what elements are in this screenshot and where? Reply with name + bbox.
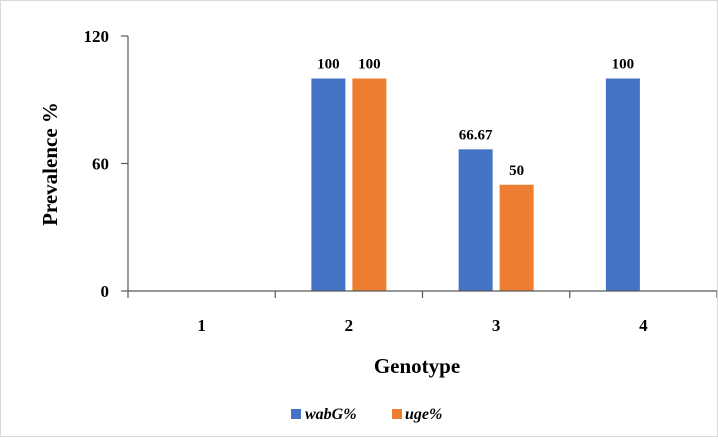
y-axis-ticks: 0 60 120 (84, 27, 128, 301)
x-axis-ticks: 1 2 3 4 (127, 291, 718, 335)
x-tick-label: 1 (197, 316, 206, 335)
x-tick-label: 3 (492, 316, 501, 335)
legend: wabG% uge% (291, 406, 442, 423)
x-axis-title: Genotype (374, 354, 460, 378)
x-tick-label: 2 (345, 316, 354, 335)
data-label: 100 (358, 57, 381, 73)
y-axis-title: Prevalence % (38, 102, 62, 226)
bar-uge-2 (352, 78, 387, 291)
legend-swatch-wabg (291, 409, 301, 419)
x-tick-label: 4 (639, 316, 648, 335)
bar-wabg-2 (311, 78, 346, 291)
y-tick-label: 60 (92, 155, 109, 174)
legend-label-wabg: wabG% (305, 406, 357, 423)
data-labels: 100 66.67 100 100 50 (317, 57, 634, 179)
bars (311, 78, 640, 291)
data-label: 66.67 (459, 127, 493, 143)
bar-wabg-4 (605, 78, 640, 291)
legend-label-uge: uge% (405, 406, 442, 423)
bar-uge-3 (499, 184, 534, 291)
y-tick-label: 120 (84, 27, 110, 46)
data-label: 100 (317, 57, 340, 73)
legend-swatch-uge (392, 409, 402, 419)
y-tick-label: 0 (101, 282, 110, 301)
data-label: 50 (509, 163, 524, 179)
data-label: 100 (612, 57, 635, 73)
bar-wabg-3 (458, 149, 493, 291)
